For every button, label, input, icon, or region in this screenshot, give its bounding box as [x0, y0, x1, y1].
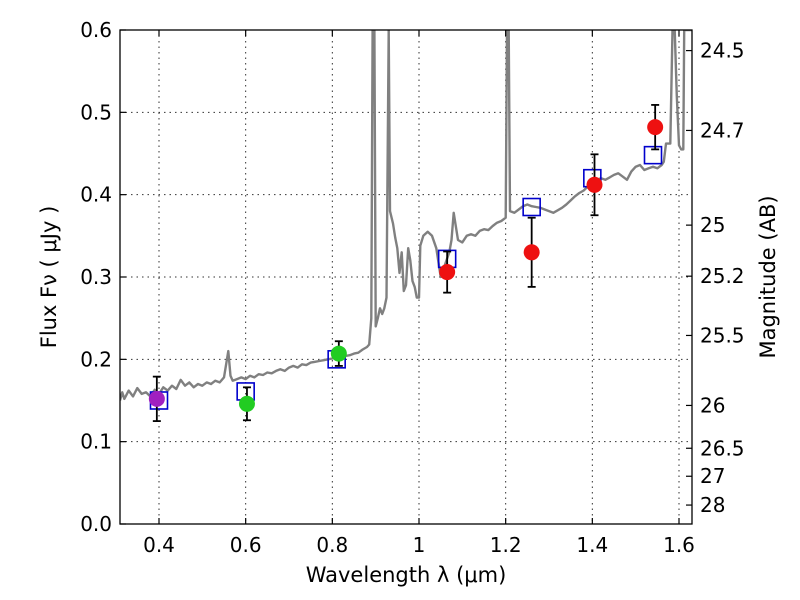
right-tick-label: 27 [700, 464, 725, 488]
y-tick-label: 0.5 [80, 100, 112, 124]
model-square-marker [643, 145, 663, 165]
right-tick-label: 26 [700, 393, 725, 417]
x-tick-label: 1.4 [576, 533, 608, 557]
spectrum-line [120, 30, 692, 401]
y-tick-label: 0.1 [80, 430, 112, 454]
x-tick-label: 1 [413, 533, 426, 557]
y-tick-label: 0.3 [80, 265, 112, 289]
observed-point [439, 264, 456, 281]
y-tick-label: 0.0 [80, 512, 112, 536]
right-tick-label: 28 [700, 493, 725, 517]
observed-point [148, 390, 165, 407]
y-tick-label: 0.6 [80, 18, 112, 42]
right-tick-label: 24.5 [700, 39, 745, 63]
x-tick-label: 1.6 [663, 533, 695, 557]
right-tick-label: 25 [700, 213, 725, 237]
observed-point [238, 395, 255, 412]
x-tick-label: 1.2 [490, 533, 522, 557]
axis-ticks: 0.4 0.6 0.8 1 1.2 1.4 1.6 0.0 0.1 0.2 0.3 0.4 0.5 0.6… [80, 18, 744, 557]
y-tick-label: 0.2 [80, 347, 112, 371]
x-axis-label: Wavelength λ (μm) [306, 563, 507, 587]
model-square-marker [522, 197, 541, 217]
right-tick-label: 25.2 [700, 264, 745, 288]
x-tick-label: 0.8 [316, 533, 348, 557]
observed-point [586, 176, 603, 193]
right-tick-label: 26.5 [700, 436, 745, 460]
y-axis-label: Flux Fν ( μJy ) [37, 206, 61, 349]
observed-point [330, 345, 347, 362]
x-tick-label: 0.6 [230, 533, 262, 557]
observed-points-layer [148, 104, 664, 422]
right-tick-label: 25.5 [700, 323, 745, 347]
y-tick-label: 0.4 [80, 183, 112, 207]
right-tick-label: 24.7 [700, 118, 745, 142]
right-axis-label: Magnitude (AB) [756, 195, 780, 358]
spectrum-layer [120, 30, 692, 401]
observed-point [523, 244, 540, 261]
observed-point [647, 119, 664, 136]
x-tick-label: 0.4 [143, 533, 175, 557]
